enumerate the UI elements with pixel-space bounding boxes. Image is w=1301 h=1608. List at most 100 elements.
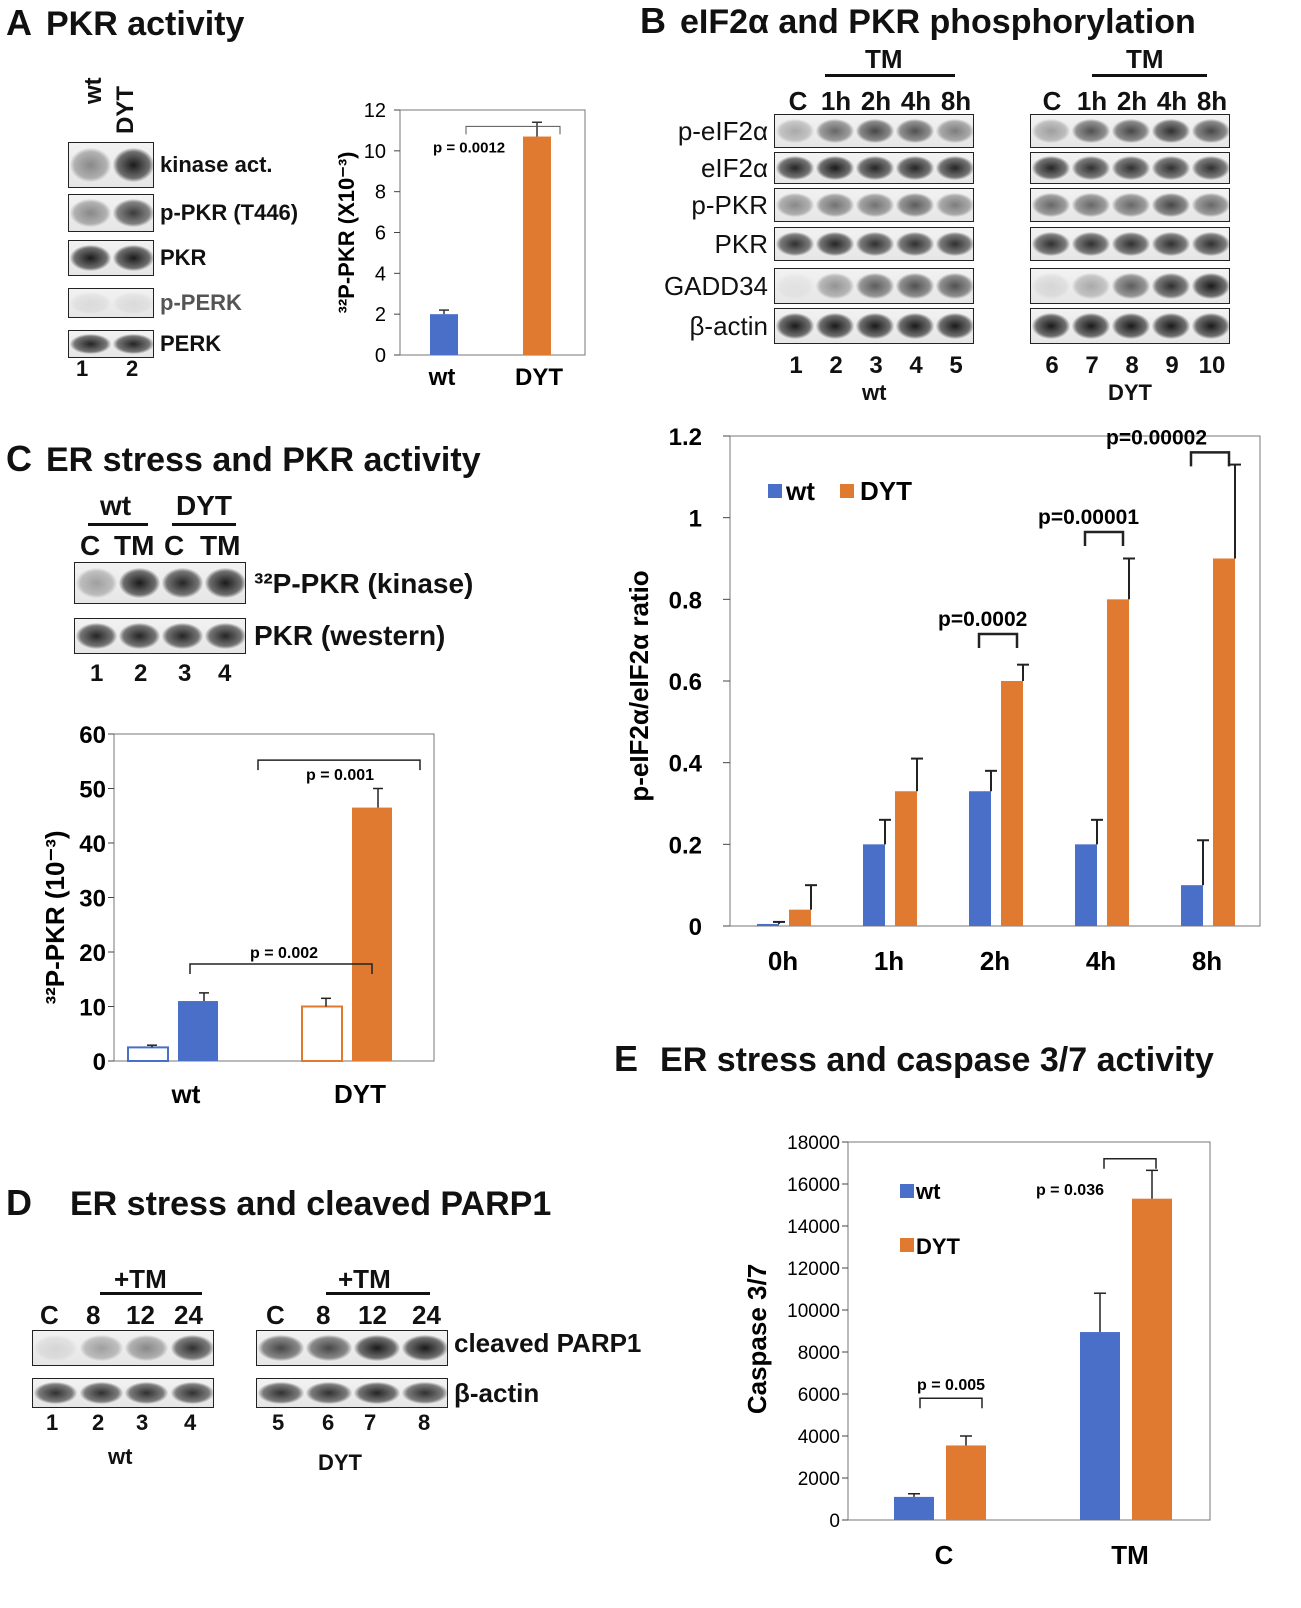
blot-band (1192, 313, 1229, 339)
blot-band (1072, 313, 1110, 339)
blot-band (816, 156, 854, 180)
panel-d-lane-number: 3 (136, 1410, 149, 1435)
blot-band (1192, 231, 1229, 257)
blot-band (170, 1335, 213, 1361)
panel-d-blot-wt-row (32, 1378, 214, 1408)
y-tick-label: 12000 (787, 1259, 840, 1280)
blot-band (936, 273, 973, 299)
panel-b-lane-number: 4 (909, 352, 923, 379)
panel-d-time-label: 24 (174, 1300, 203, 1330)
blot-band (70, 333, 111, 355)
significance-bracket (465, 125, 561, 135)
panel-a-row-label: kinase act. (160, 152, 273, 177)
panel-b-time-label: C (788, 86, 808, 116)
blot-band (1112, 273, 1150, 299)
blot-band (1032, 313, 1070, 339)
blot-band (776, 231, 814, 257)
panel-d-lane-number: 2 (92, 1410, 105, 1435)
p-value-label: p = 0.002 (250, 945, 318, 962)
x-tick-label: TM (1111, 1540, 1149, 1570)
panel-c-group-dyt: DYT (176, 490, 232, 521)
blot-band (856, 192, 894, 218)
blot-band (856, 313, 894, 339)
panel-b-lane-number: 8 (1125, 352, 1139, 379)
plot-frame (847, 1141, 1211, 1521)
panel-e-title: E ER stress and caspase 3/7 activity (614, 1038, 1214, 1080)
blot-band (816, 313, 854, 339)
bar-wt-2h (969, 791, 991, 926)
blot-band (896, 118, 934, 144)
legend-swatch-wt (768, 484, 782, 498)
p-value-label: p = 0.001 (306, 767, 374, 784)
panel-b-row-label: p-eIF2α (677, 116, 768, 146)
blot-band (896, 231, 934, 257)
panel-b-time-label: 8h (1196, 86, 1228, 116)
blot-band (34, 1335, 78, 1361)
x-tick-label: C (935, 1540, 954, 1570)
panel-d-title: D ER stress and cleaved PARP1 (6, 1182, 551, 1224)
p-value-label: p=0.00002 (1106, 426, 1207, 449)
bar-DYT-4h (1107, 599, 1129, 926)
panel-d-lane-number: 8 (418, 1410, 431, 1435)
y-tick-label: 40 (79, 831, 106, 858)
panel-d-row-label: β-actin (454, 1378, 540, 1408)
bar-DYT-C (946, 1445, 986, 1520)
legend-swatch-dyt (840, 484, 854, 498)
panel-e-chart: 0 2000 4000 6000 8000 10000 12000 14000 16000 180… (742, 1133, 1211, 1570)
y-tick-label: 0.2 (669, 832, 702, 859)
blot-band (402, 1382, 447, 1404)
panel-b-time-label: 4h (1156, 86, 1188, 116)
blot-band (776, 156, 814, 180)
p-value-label: p = 0.005 (917, 1377, 985, 1394)
panel-a-lane-dyt: DYT (112, 86, 139, 134)
blot-band (1032, 156, 1070, 180)
blot-band (816, 192, 854, 218)
panel-b-letter: B (640, 0, 666, 41)
blot-band (76, 623, 117, 649)
panel-a-blot-row (68, 142, 154, 188)
y-tick-label: 8000 (798, 1343, 840, 1364)
blot-band (70, 245, 111, 271)
x-tick-label: 0h (768, 946, 798, 976)
bar-wt-1h (863, 844, 885, 926)
blot-band (936, 192, 973, 218)
y-tick-label: 2 (375, 304, 386, 326)
panel-b-tm-label-dyt: TM (1126, 44, 1164, 74)
panel-c-chart: 0 10 20 30 40 50 60 wt DYT p = 0.001 p = 0.002 ³²P-… (40, 722, 435, 1109)
panel-d-lane-number: 5 (272, 1410, 285, 1435)
panel-b-blot-dyt-row (1030, 188, 1230, 222)
panel-c-blot-row (74, 618, 246, 654)
blot-band (1192, 118, 1229, 144)
blot-band (170, 1382, 213, 1404)
blot-band (856, 156, 894, 180)
blot-band (258, 1382, 304, 1404)
bar-wt-TM (178, 1001, 218, 1061)
panel-c-lane-label: TM (114, 530, 155, 561)
panel-a-title: A PKR activity (6, 2, 244, 44)
blot-band (816, 118, 854, 144)
y-tick-label: 8 (375, 182, 386, 204)
y-tick-label: 18000 (787, 1133, 840, 1154)
y-axis-label: p-eIF2α/eIF2α ratio (624, 570, 654, 801)
y-tick-label: 50 (79, 777, 106, 804)
panel-a-lane-number: 2 (126, 356, 139, 381)
blot-band (776, 273, 814, 299)
panel-b-chart: 0 0.2 0.4 0.6 0.8 1 1.2 0h 1h 2h 4h 8h p=0.0002 p=0.0… (624, 424, 1261, 976)
panel-d-lane-number: 1 (46, 1410, 59, 1435)
blot-band (1152, 156, 1190, 180)
panel-c-letter: C (6, 438, 32, 479)
y-tick-label: 16000 (787, 1175, 840, 1196)
panel-a-blot-row (68, 330, 154, 358)
blot-band (936, 156, 973, 180)
panel-d-time-label: 12 (126, 1300, 155, 1330)
y-axis-label: Caspase 3/7 (742, 1264, 772, 1414)
panel-b-genotype-wt: wt (862, 380, 887, 405)
blot-band (1112, 313, 1150, 339)
y-tick-label: 4000 (798, 1427, 840, 1448)
significance-bracket (1103, 1158, 1157, 1169)
panel-d-time-label: 24 (412, 1300, 441, 1330)
panel-b-blot-dyt-row (1030, 152, 1230, 184)
panel-b-lane-number: 1 (789, 352, 803, 379)
panel-d-blot-wt-row (32, 1330, 214, 1366)
y-tick-label: 6000 (798, 1385, 840, 1406)
